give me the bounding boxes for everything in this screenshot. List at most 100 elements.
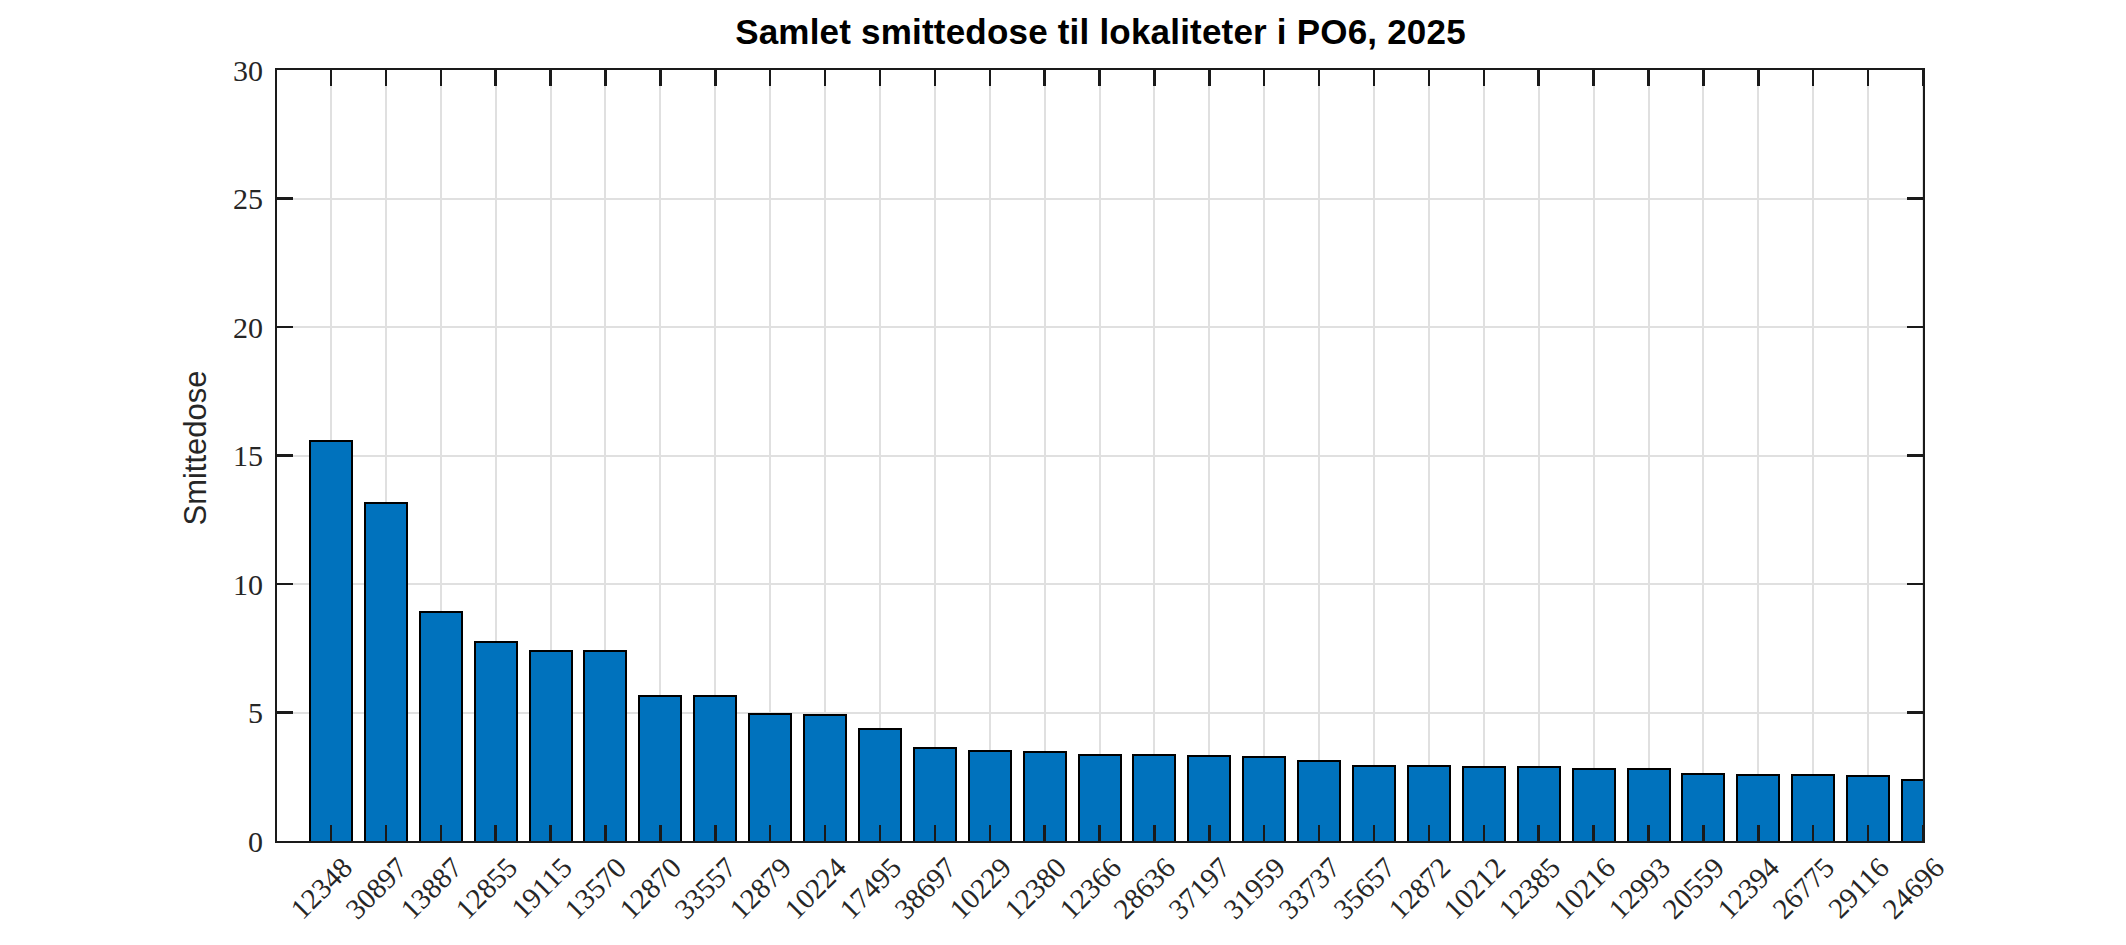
x-tick-mark xyxy=(1318,70,1321,86)
x-tick-mark xyxy=(1208,70,1211,86)
x-tick-mark xyxy=(1208,825,1211,841)
y-tick-mark xyxy=(277,197,293,200)
x-tick-label: 19115 xyxy=(505,851,579,925)
x-tick-label: 10229 xyxy=(943,851,1018,926)
x-tick-label: 24696 xyxy=(1876,851,1951,926)
x-tick-mark xyxy=(1043,70,1046,86)
x-tick-mark xyxy=(1263,825,1266,841)
x-tick-mark xyxy=(1812,70,1815,86)
y-tick-mark xyxy=(277,454,293,457)
bar xyxy=(529,650,573,841)
x-tick-mark xyxy=(1537,825,1540,841)
x-tick-mark xyxy=(330,825,333,841)
x-tick-mark xyxy=(1153,70,1156,86)
x-tick-mark xyxy=(769,70,772,86)
bar xyxy=(419,611,463,841)
x-tick-mark xyxy=(879,70,882,86)
x-tick-mark xyxy=(494,70,497,86)
x-tick-mark xyxy=(1922,825,1925,841)
x-tick-mark xyxy=(330,70,333,86)
x-tick-mark xyxy=(1098,825,1101,841)
x-tick-mark xyxy=(604,70,607,86)
x-tick-mark xyxy=(1483,70,1486,86)
x-tick-label: 12385 xyxy=(1492,851,1567,926)
y-gridline xyxy=(277,326,1923,328)
x-tick-mark xyxy=(1428,825,1431,841)
x-tick-mark xyxy=(1867,825,1870,841)
x-tick-mark xyxy=(989,70,992,86)
y-tick-mark xyxy=(1907,583,1923,586)
x-tick-mark xyxy=(549,825,552,841)
x-tick-mark xyxy=(1483,825,1486,841)
x-tick-mark xyxy=(659,825,662,841)
x-tick-label: 10224 xyxy=(778,851,853,926)
figure: Samlet smittedose til lokaliteter i PO6,… xyxy=(0,0,2126,945)
x-tick-mark xyxy=(440,70,443,86)
x-tick-mark xyxy=(1702,70,1705,86)
x-tick-label: 20559 xyxy=(1657,851,1732,926)
x-tick-mark xyxy=(494,825,497,841)
y-gridline xyxy=(277,455,1923,457)
y-gridline xyxy=(277,583,1923,585)
x-tick-mark xyxy=(934,825,937,841)
x-tick-mark xyxy=(1263,70,1266,86)
bar xyxy=(693,695,737,841)
x-tick-label: 12366 xyxy=(1053,851,1128,926)
x-tick-mark xyxy=(769,825,772,841)
y-gridline xyxy=(277,712,1923,714)
bar xyxy=(364,502,408,841)
x-tick-mark xyxy=(1043,825,1046,841)
plot-area xyxy=(275,68,1925,843)
x-tick-label: 35657 xyxy=(1327,851,1402,926)
x-tick-mark xyxy=(1757,70,1760,86)
x-tick-mark xyxy=(1757,825,1760,841)
y-tick-label: 15 xyxy=(183,440,263,472)
x-tick-mark xyxy=(824,70,827,86)
x-tick-label: 12380 xyxy=(998,851,1073,926)
x-tick-label: 38697 xyxy=(888,851,963,926)
x-tick-mark xyxy=(1592,70,1595,86)
x-tick-label: 10212 xyxy=(1437,851,1512,926)
y-tick-mark xyxy=(277,711,293,714)
bar xyxy=(583,650,627,841)
y-tick-mark xyxy=(277,583,293,586)
x-tick-mark xyxy=(1647,825,1650,841)
x-tick-mark xyxy=(1373,70,1376,86)
x-tick-label: 12879 xyxy=(723,851,798,926)
x-tick-label: 13570 xyxy=(559,851,634,926)
x-tick-label: 12872 xyxy=(1382,851,1457,926)
y-tick-label: 5 xyxy=(183,697,263,729)
x-tick-label: 10216 xyxy=(1547,851,1622,926)
x-tick-mark xyxy=(440,825,443,841)
x-tick-label: 29116 xyxy=(1822,851,1896,925)
x-tick-mark xyxy=(879,825,882,841)
x-tick-mark xyxy=(934,70,937,86)
x-tick-mark xyxy=(385,70,388,86)
x-tick-label: 31959 xyxy=(1217,851,1292,926)
y-tick-mark xyxy=(1907,197,1923,200)
y-tick-label: 30 xyxy=(183,55,263,87)
x-tick-mark xyxy=(824,825,827,841)
y-tick-mark xyxy=(277,326,293,329)
x-tick-mark xyxy=(714,70,717,86)
x-tick-mark xyxy=(1537,70,1540,86)
x-tick-label: 26775 xyxy=(1766,851,1841,926)
bar xyxy=(748,713,792,842)
x-tick-label: 12394 xyxy=(1712,851,1787,926)
y-gridline xyxy=(277,198,1923,200)
x-tick-label: 12348 xyxy=(284,851,359,926)
x-tick-mark xyxy=(1867,70,1870,86)
x-tick-label: 12993 xyxy=(1602,851,1677,926)
x-tick-mark xyxy=(1098,70,1101,86)
x-tick-label: 28636 xyxy=(1108,851,1183,926)
x-tick-label: 13887 xyxy=(394,851,469,926)
x-tick-label: 30897 xyxy=(339,851,414,926)
x-tick-mark xyxy=(549,70,552,86)
x-tick-mark xyxy=(1812,825,1815,841)
x-tick-mark xyxy=(604,825,607,841)
chart-title: Samlet smittedose til lokaliteter i PO6,… xyxy=(275,12,1926,52)
bar xyxy=(309,440,353,841)
y-tick-mark xyxy=(1907,326,1923,329)
y-tick-label: 0 xyxy=(183,826,263,858)
bar xyxy=(638,695,682,841)
